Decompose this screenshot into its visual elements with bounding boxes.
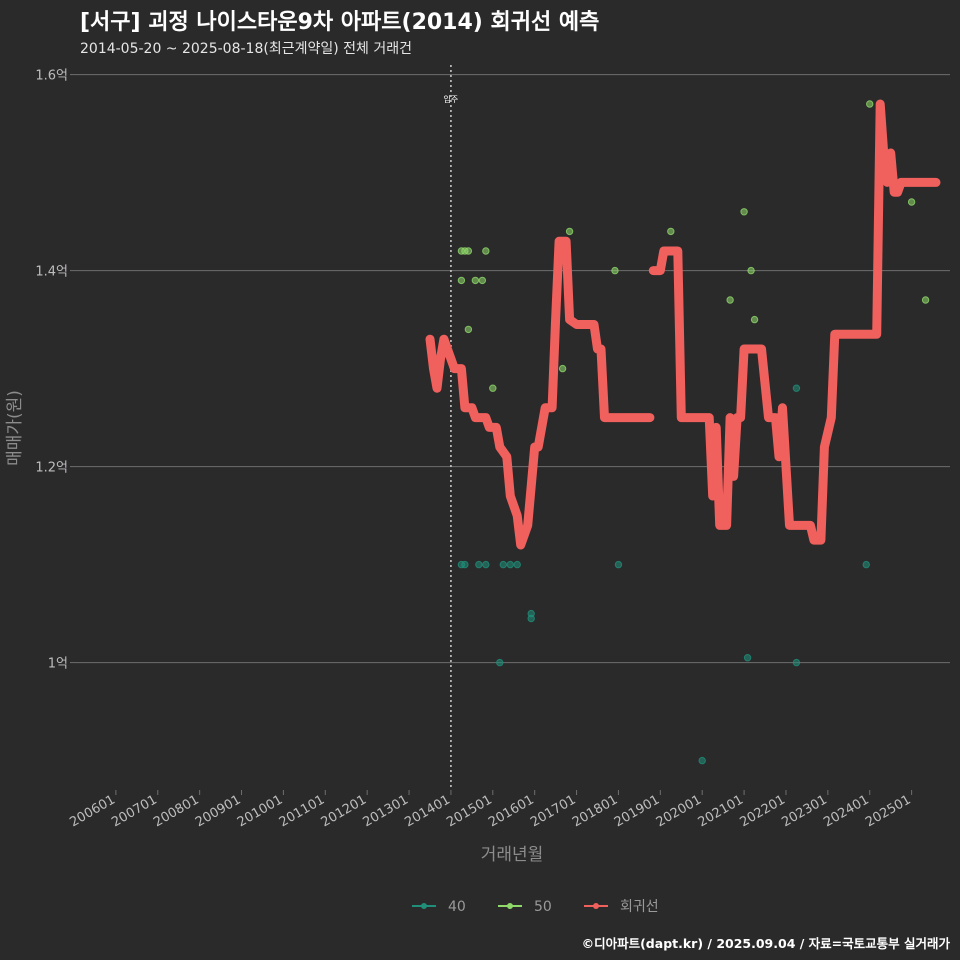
data-point-50 (464, 325, 473, 334)
data-point-50 (750, 315, 759, 324)
x-tick-label: 201001 (235, 792, 285, 830)
data-point-50 (667, 227, 675, 236)
scatter-points (457, 100, 930, 765)
data-point-50 (558, 364, 567, 373)
data-point-40 (527, 614, 535, 623)
annotation-layer: 입주 (444, 65, 459, 790)
data-point-50 (482, 247, 490, 255)
legend-key-dot (593, 903, 599, 909)
x-tick-label: 201901 (612, 792, 662, 830)
data-point-50 (866, 100, 874, 108)
data-point-40 (482, 560, 490, 569)
data-point-50 (747, 266, 755, 275)
x-tick-label: 202401 (821, 792, 871, 830)
data-point-50 (565, 227, 574, 236)
y-tick-label: 1억 (48, 657, 68, 672)
x-tick-label: 201501 (444, 792, 494, 830)
x-tick-label: 201101 (277, 792, 327, 830)
x-tick-label: 201201 (319, 792, 369, 830)
data-point-40 (475, 560, 483, 569)
data-point-50 (457, 276, 466, 285)
data-point-40 (499, 560, 507, 569)
x-tick-labels: 2006012007012008012009012010012011012012… (67, 792, 913, 830)
x-tick-label: 202201 (737, 792, 787, 830)
data-point-40 (496, 658, 504, 667)
chart-subtitle: 2014-05-20 ~ 2025-08-18(최근계약일) 전체 거래건 (80, 41, 412, 57)
regression-segment (425, 236, 655, 550)
data-point-50 (478, 276, 487, 285)
data-point-40 (698, 756, 706, 765)
data-point-50 (611, 266, 619, 275)
legend-label: 50 (534, 899, 552, 915)
data-point-50 (489, 384, 497, 392)
legend-key-dot (507, 903, 513, 909)
x-tick-label: 200601 (67, 792, 117, 830)
x-tick-label: 201701 (528, 792, 578, 830)
data-point-50 (726, 296, 734, 304)
y-tick-label: 1.4억 (35, 265, 68, 280)
x-tick-label: 201601 (486, 792, 536, 830)
x-axis-title: 거래년월 (481, 845, 544, 865)
x-tick-label: 202501 (863, 792, 913, 830)
move-in-label: 입주 (444, 95, 459, 104)
data-point-50 (471, 276, 480, 285)
x-tick-label: 201301 (361, 792, 411, 830)
x-tick-label: 200801 (151, 792, 201, 830)
caption: ©디아파트(dapt.kr) / 2025.09.04 / 자료=국토교통부 실… (581, 936, 950, 951)
x-tick-label: 200901 (193, 792, 243, 830)
x-tick-label: 201801 (570, 792, 620, 830)
x-tick-label: 202301 (779, 792, 829, 830)
legend: 40 50 회귀선 (412, 899, 659, 915)
regression-line (425, 99, 941, 550)
x-tick-label: 202001 (654, 792, 704, 830)
data-point-50 (907, 198, 916, 206)
y-tick-label: 1.2억 (35, 461, 68, 476)
data-point-40 (792, 384, 801, 392)
chart-title: [서구] 괴정 나이스타운9차 아파트(2014) 회귀선 예측 (80, 10, 600, 35)
x-tick-label: 200701 (109, 792, 159, 830)
y-tick-label: 1.6억 (35, 69, 68, 84)
y-tick-labels: 1억 1.2억 1.4억 1.6억 (35, 69, 68, 672)
data-point-40 (743, 654, 752, 662)
x-tick-label: 202101 (696, 792, 746, 830)
data-point-40 (614, 560, 623, 569)
data-point-40 (461, 560, 469, 569)
data-point-50 (464, 247, 473, 255)
regression-segment (648, 99, 941, 545)
x-tick-label: 201401 (402, 792, 452, 830)
data-point-50 (740, 208, 748, 216)
data-point-50 (921, 296, 930, 304)
legend-label: 40 (448, 899, 466, 915)
legend-label: 회귀선 (620, 899, 659, 915)
grid-layer (70, 74, 950, 795)
legend-key-dot (421, 903, 427, 909)
data-point-40 (506, 560, 514, 569)
data-point-40 (513, 560, 521, 569)
data-point-40 (792, 658, 801, 667)
data-point-40 (862, 560, 870, 569)
y-axis-title: 매매가(원) (5, 390, 25, 466)
